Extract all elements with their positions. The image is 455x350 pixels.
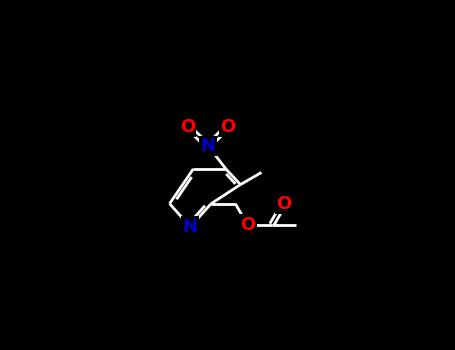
Text: O: O [240,216,255,234]
Text: N: N [201,137,216,155]
Text: N: N [183,218,198,236]
Text: O: O [220,118,235,135]
Text: O: O [180,118,195,135]
Text: O: O [276,195,292,213]
